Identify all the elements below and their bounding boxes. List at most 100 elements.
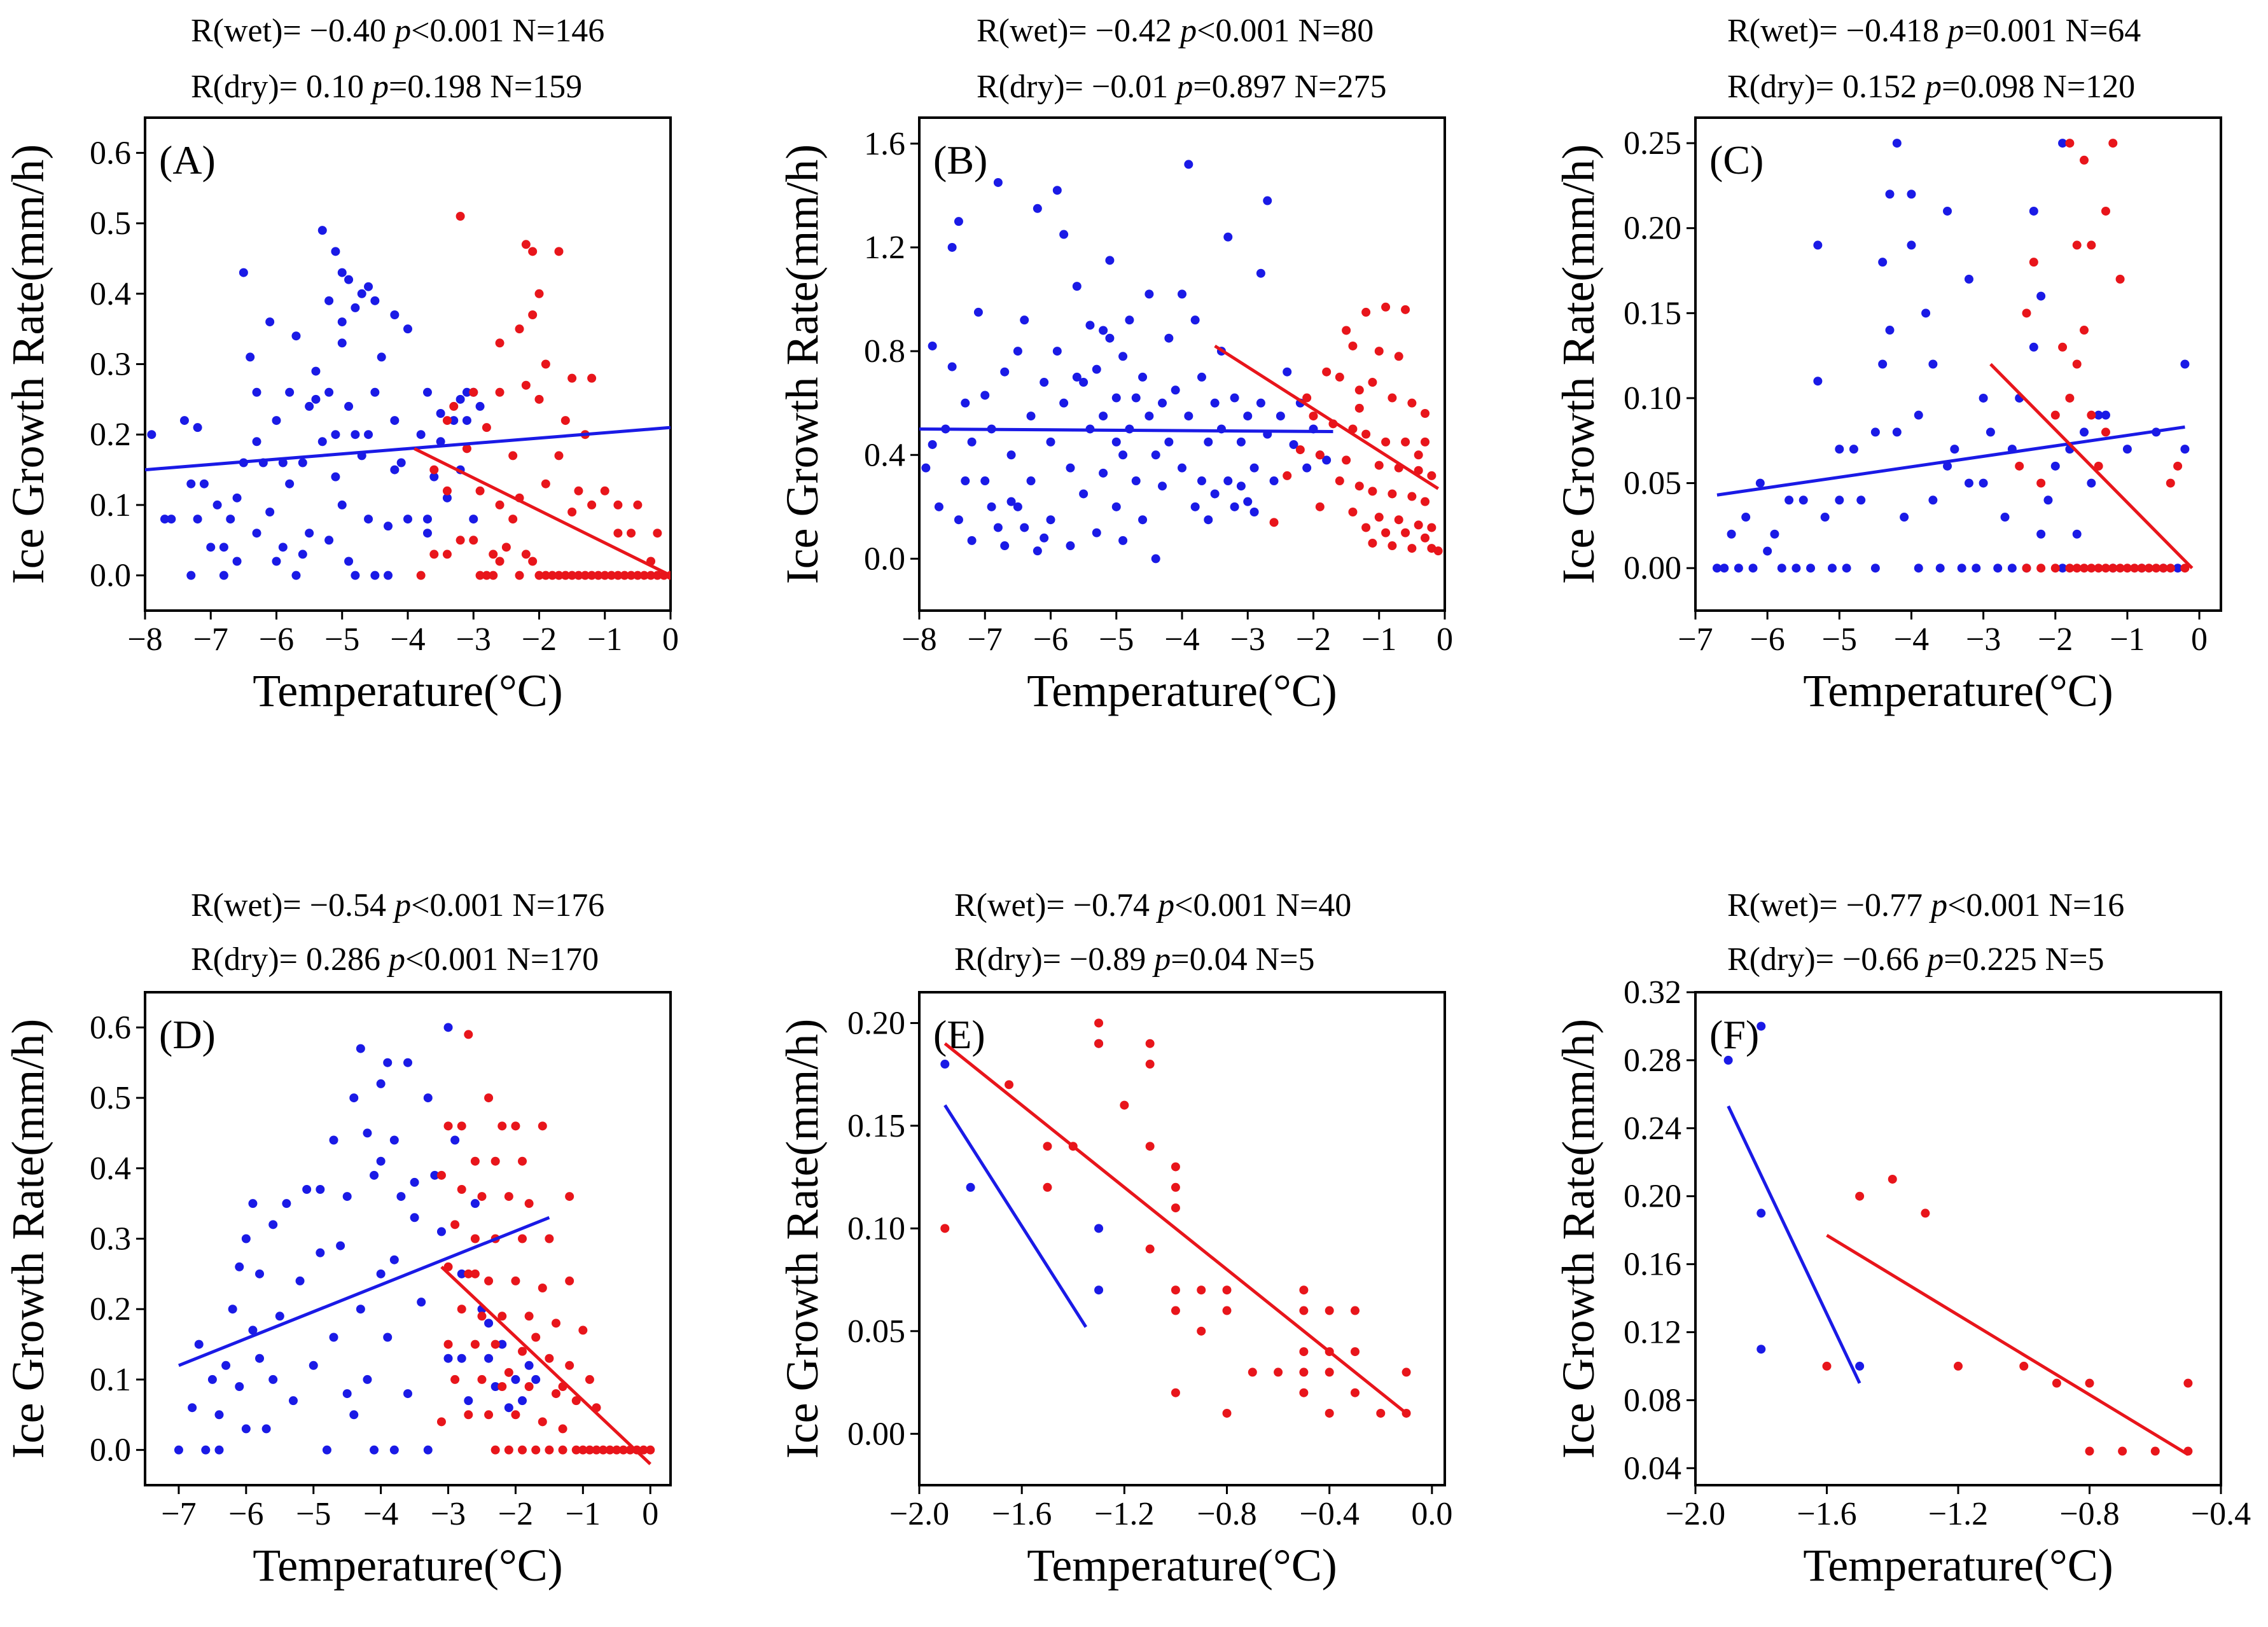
y-tick-label: 0.28 [1624,1042,1681,1079]
dry-point [1835,445,1844,454]
dry-point [422,387,432,397]
dry-point [376,1156,386,1166]
dry-point [1993,564,2003,573]
wet-point [1368,487,1377,496]
y-tick-label: 0.16 [1624,1247,1681,1283]
wet-point [2183,1378,2193,1388]
dry-point [1243,497,1253,506]
dry-point [248,1326,258,1335]
dry-point [1263,196,1272,205]
dry-point [370,387,380,397]
wet-point [571,1396,581,1406]
dry-point [1072,372,1082,382]
dry-point [1046,515,1055,525]
wet-point [2058,342,2068,352]
dry-point [1856,495,1866,505]
wet-point [1302,393,1312,403]
wet-point [620,571,629,580]
dry-point [1269,476,1279,486]
dry-point [973,307,983,317]
dry-point [396,1192,406,1201]
dry-point [252,437,261,447]
y-tick-label: 0.32 [1624,974,1681,1011]
plot-data [919,160,1443,564]
panel-label: (A) [159,137,216,183]
dry-point [235,1262,244,1271]
dry-point [147,430,157,440]
dry-point [1885,190,1895,199]
wet-point [2101,206,2110,216]
wet-point [646,1445,655,1455]
wet-point [1171,1182,1180,1192]
stat-dry-pv: =0.098 [1942,69,2035,105]
wet-fit-line [414,447,671,577]
dry-point [1827,564,1837,573]
stat-wet-pv: <0.001 [1197,13,1290,49]
y-axis-label: Ice Growth Rate(mm/h) [777,144,828,585]
wet-point [1350,1347,1360,1357]
dry-point [324,536,334,545]
wet-point [538,1417,547,1427]
x-tick-label: −6 [1750,621,1784,658]
wet-point [1322,367,1332,377]
dry-point [317,226,327,235]
wet-point [1171,1306,1180,1315]
dry-point [1928,495,1938,505]
wet-point [489,571,498,580]
wet-point [1248,1367,1257,1377]
wet-point [1421,533,1430,543]
wet-point [1374,460,1384,470]
dry-point [384,522,393,531]
x-tick-label: 0 [1437,621,1453,658]
wet-point [2115,564,2125,573]
stat-wet-label: R(wet)= [1727,887,1838,924]
wet-point [524,1312,534,1321]
wet-point [585,1445,594,1455]
dry-point [383,1058,393,1067]
dry-point [403,1389,412,1399]
y-axis-label: Ice Growth Rate(mm/h) [3,1019,53,1459]
dry-point [239,268,248,277]
wet-point [1325,1408,1334,1418]
stat-wet-r: −0.77 [1838,887,1923,924]
wet-point [600,571,609,580]
y-tick-label: 0.24 [1624,1111,1681,1147]
stat-wet-pv: <0.001 [411,887,504,924]
dry-point [442,493,452,502]
dry-point [966,1182,975,1192]
stat-wet-pv: <0.001 [1174,887,1267,924]
y-tick-label: 0.20 [847,1005,905,1041]
wet-point [567,373,577,383]
dry-point [305,529,314,538]
wet-point [1222,1285,1232,1295]
wet-point [521,240,531,249]
stat-dry-r: −0.66 [1834,941,1919,978]
dry-point [390,416,400,426]
wet-point [627,529,636,538]
wet-point [1888,1174,1897,1184]
wet-point [1222,1306,1232,1315]
wet-point [639,1445,648,1455]
stat-dry-p: p [1917,69,1942,105]
dry-point [497,1340,507,1349]
x-tick-label: −2 [522,621,557,658]
dry-point [430,1170,440,1180]
wet-point [429,465,439,474]
wet-point [501,543,511,552]
dry-point [219,543,228,552]
wet-point [2036,478,2046,488]
dry-point [464,1396,473,1406]
dry-point [1892,427,1902,437]
wet-point [464,1410,473,1420]
wet-point [504,1192,513,1201]
wet-point [504,1367,513,1377]
wet-point [2019,1361,2029,1371]
dry-point [1757,1345,1766,1354]
wet-point [442,486,452,495]
wet-point [560,571,570,580]
y-axis-label: Ice Growth Rate(mm/h) [3,144,53,585]
dry-point [954,515,963,525]
wet-point [2087,564,2096,573]
x-tick-label: −1.2 [1094,1496,1154,1532]
wet-point [1414,466,1423,475]
